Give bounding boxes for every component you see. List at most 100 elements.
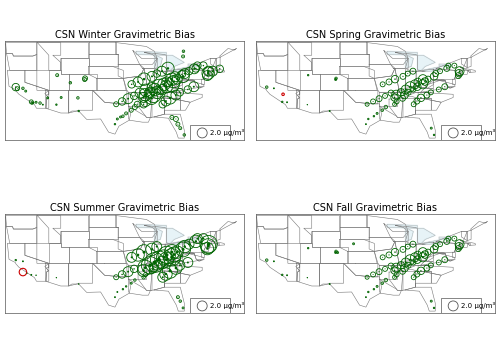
Point bbox=[148, 74, 156, 79]
Point bbox=[148, 96, 156, 101]
Point bbox=[22, 88, 30, 94]
Point bbox=[168, 115, 176, 120]
Point bbox=[148, 74, 156, 79]
Point bbox=[410, 260, 418, 265]
Point bbox=[435, 87, 443, 92]
Point bbox=[122, 284, 130, 289]
Point bbox=[111, 121, 119, 127]
Point bbox=[53, 72, 61, 78]
Point bbox=[164, 66, 172, 71]
Point bbox=[443, 66, 451, 71]
Point bbox=[128, 82, 136, 87]
Point bbox=[153, 71, 161, 76]
Point bbox=[148, 85, 156, 90]
Point bbox=[168, 76, 176, 82]
Point bbox=[159, 102, 167, 107]
Title: CSN Winter Gravimetric Bias: CSN Winter Gravimetric Bias bbox=[54, 30, 194, 40]
Point bbox=[397, 89, 405, 95]
Point bbox=[180, 71, 188, 76]
Point bbox=[180, 49, 188, 54]
Point bbox=[404, 89, 412, 95]
Point bbox=[112, 274, 120, 280]
Point bbox=[421, 79, 429, 84]
Point bbox=[444, 63, 452, 68]
Polygon shape bbox=[170, 67, 188, 72]
Point bbox=[158, 68, 166, 74]
Point bbox=[428, 125, 436, 131]
Point bbox=[278, 99, 286, 105]
Point bbox=[375, 96, 383, 101]
Point bbox=[176, 125, 184, 131]
Point bbox=[159, 274, 167, 280]
Point bbox=[378, 255, 386, 260]
Point bbox=[30, 100, 38, 105]
Point bbox=[363, 102, 371, 107]
Point bbox=[179, 54, 187, 59]
Point bbox=[404, 262, 412, 268]
Point bbox=[406, 257, 414, 262]
Point bbox=[176, 125, 184, 131]
Point bbox=[326, 281, 334, 287]
Point bbox=[140, 274, 147, 280]
Point bbox=[111, 294, 119, 300]
Point bbox=[204, 73, 212, 78]
Point bbox=[332, 250, 340, 255]
Point bbox=[155, 84, 163, 89]
Point bbox=[404, 71, 412, 76]
Point bbox=[419, 82, 427, 87]
Point bbox=[404, 244, 412, 249]
Point bbox=[192, 66, 200, 71]
Point bbox=[208, 68, 216, 74]
Point bbox=[118, 272, 126, 277]
Point bbox=[124, 269, 132, 274]
Point bbox=[419, 250, 427, 255]
Point bbox=[178, 72, 186, 77]
Point bbox=[136, 90, 144, 96]
Point bbox=[172, 92, 180, 98]
Point bbox=[456, 68, 464, 74]
Polygon shape bbox=[422, 240, 440, 244]
Polygon shape bbox=[406, 54, 413, 68]
Point bbox=[173, 250, 181, 255]
Point bbox=[28, 100, 36, 106]
Point bbox=[455, 243, 463, 249]
Point bbox=[200, 63, 207, 68]
Point bbox=[369, 99, 377, 104]
Point bbox=[369, 272, 377, 277]
Point bbox=[142, 272, 150, 277]
Point bbox=[131, 104, 139, 110]
Point bbox=[179, 246, 187, 252]
Point bbox=[417, 268, 425, 274]
Title: CSN Spring Gravimetric Bias: CSN Spring Gravimetric Bias bbox=[306, 30, 445, 40]
Point bbox=[391, 76, 399, 82]
Polygon shape bbox=[422, 67, 440, 72]
Point bbox=[419, 250, 427, 255]
Point bbox=[142, 99, 150, 104]
Point bbox=[399, 74, 407, 79]
Point bbox=[413, 98, 421, 104]
Point bbox=[128, 82, 136, 87]
Point bbox=[304, 72, 312, 78]
Point bbox=[171, 74, 179, 80]
Point bbox=[378, 255, 386, 260]
Point bbox=[456, 68, 464, 74]
Point bbox=[140, 274, 147, 280]
Point bbox=[12, 84, 20, 90]
Point bbox=[436, 68, 444, 74]
Point bbox=[456, 241, 464, 247]
Point bbox=[436, 241, 444, 247]
Point bbox=[194, 63, 202, 68]
Point bbox=[423, 265, 431, 271]
Point bbox=[179, 305, 187, 311]
Point bbox=[304, 102, 312, 107]
Point bbox=[397, 262, 405, 268]
Polygon shape bbox=[439, 237, 451, 239]
Point bbox=[128, 107, 136, 113]
Point bbox=[134, 252, 142, 258]
Point bbox=[443, 239, 451, 244]
Polygon shape bbox=[387, 51, 418, 55]
Point bbox=[162, 98, 170, 104]
Point bbox=[171, 74, 179, 80]
Point bbox=[162, 257, 170, 262]
Point bbox=[435, 260, 443, 265]
